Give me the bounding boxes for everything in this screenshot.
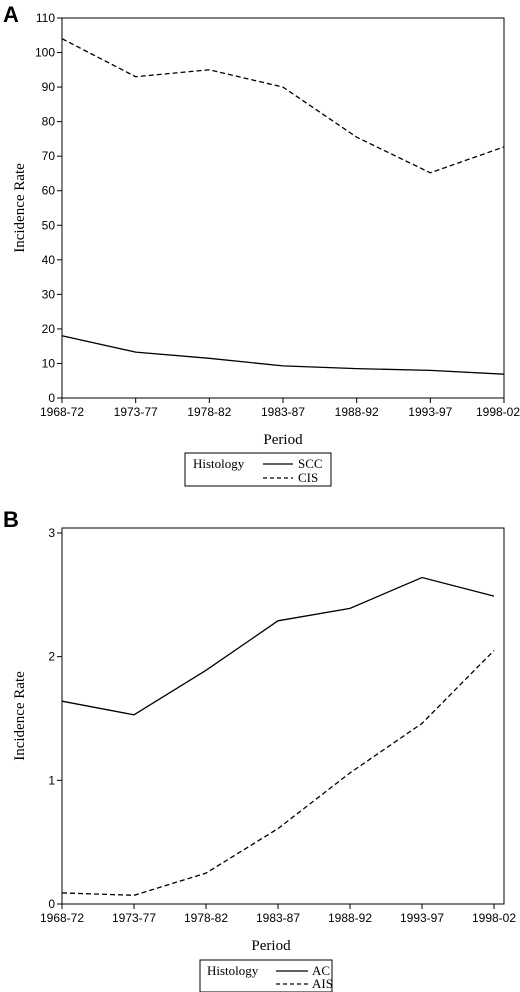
y-tick-label: 60 [42, 184, 56, 198]
series-line-scc [61, 335, 505, 375]
panel-a-legend-box [184, 452, 332, 487]
panel-b-legend-label-ais: AIS [312, 976, 333, 991]
x-tick-label: 1978-82 [187, 405, 231, 419]
panel-b-series [61, 576, 495, 896]
x-tick-label: 1978-82 [184, 911, 228, 925]
y-tick-label: 2 [48, 650, 55, 664]
panel-b-y-axis-title: Incidence Rate [12, 671, 28, 761]
x-tick-label: 1968-72 [40, 405, 84, 419]
y-tick-label: 30 [42, 287, 56, 301]
x-tick-label: 1973-77 [114, 405, 158, 419]
panel-a-letter: A [3, 2, 19, 27]
panel-b: B 0 1 2 3 1968-72 1973-77 1978-82 1983-87 1988-… [3, 507, 516, 992]
x-tick-label: 1993-97 [408, 405, 452, 419]
panel-a-legend-title: Histology [193, 456, 245, 471]
y-tick-label: 0 [48, 897, 55, 911]
panel-a-series [61, 38, 505, 375]
x-tick-label: 1968-72 [40, 911, 84, 925]
panel-a-plot-frame [61, 17, 505, 399]
panel-a-legend-label-cis: CIS [298, 470, 318, 485]
panel-a-x-axis: 1968-72 1973-77 1978-82 1983-87 1988-92 1993-… [40, 398, 520, 419]
x-tick-label: 1988-92 [328, 911, 372, 925]
x-tick-label: 1983-87 [256, 911, 300, 925]
panel-b-y-axis: 0 1 2 3 [48, 526, 62, 911]
y-tick-label: 20 [42, 322, 56, 336]
series-line-ac [61, 576, 495, 716]
panel-b-legend-box [199, 959, 333, 992]
panel-b-x-axis: 1968-72 1973-77 1978-82 1983-87 1988-92 1993-… [40, 904, 516, 925]
x-tick-label: 1983-87 [261, 405, 305, 419]
panel-b-letter: B [3, 507, 19, 532]
y-tick-label: 80 [42, 115, 56, 129]
panel-b-x-axis-title: Period [251, 938, 291, 954]
y-tick-label: 3 [48, 526, 55, 540]
x-tick-label: 1998-02 [476, 405, 520, 419]
y-tick-label: 100 [35, 46, 55, 60]
panel-a-y-axis: 0 10 20 30 40 50 60 70 80 90 100 110 [35, 11, 62, 405]
panel-a-x-axis-title: Period [263, 432, 303, 448]
x-tick-label: 1993-97 [400, 911, 444, 925]
panel-b-legend-label-ac: AC [312, 963, 330, 978]
panel-b-legend-title: Histology [207, 963, 259, 978]
y-tick-label: 0 [48, 391, 55, 405]
x-tick-label: 1988-92 [335, 405, 379, 419]
panel-a-legend-label-scc: SCC [298, 456, 323, 471]
panel-b-legend: Histology AC AIS [199, 959, 333, 992]
y-tick-label: 1 [48, 773, 55, 787]
x-tick-label: 1998-02 [472, 911, 516, 925]
x-tick-label: 1973-77 [112, 911, 156, 925]
y-tick-label: 70 [42, 149, 56, 163]
y-tick-label: 40 [42, 253, 56, 267]
series-line-ais [61, 650, 495, 896]
series-line-cis [61, 38, 505, 174]
y-tick-label: 10 [42, 356, 56, 370]
y-tick-label: 90 [42, 80, 56, 94]
panel-a-y-axis-title: Incidence Rate [12, 163, 28, 253]
panel-b-plot-frame [61, 527, 505, 905]
y-tick-label: 50 [42, 218, 56, 232]
panel-a: A 0 10 20 30 40 50 60 70 80 90 100 110 1968-72 1973-… [3, 2, 520, 487]
y-tick-label: 110 [36, 11, 55, 25]
panel-a-legend: Histology SCC CIS [184, 452, 332, 487]
